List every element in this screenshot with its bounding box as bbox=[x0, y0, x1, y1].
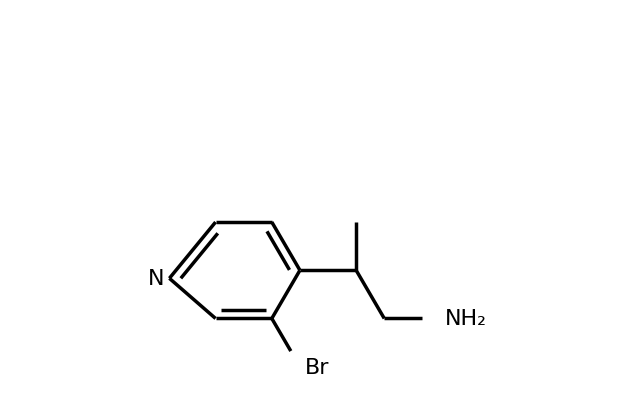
Text: Br: Br bbox=[305, 357, 329, 377]
Text: NH₂: NH₂ bbox=[445, 309, 487, 329]
Text: N: N bbox=[148, 269, 165, 289]
